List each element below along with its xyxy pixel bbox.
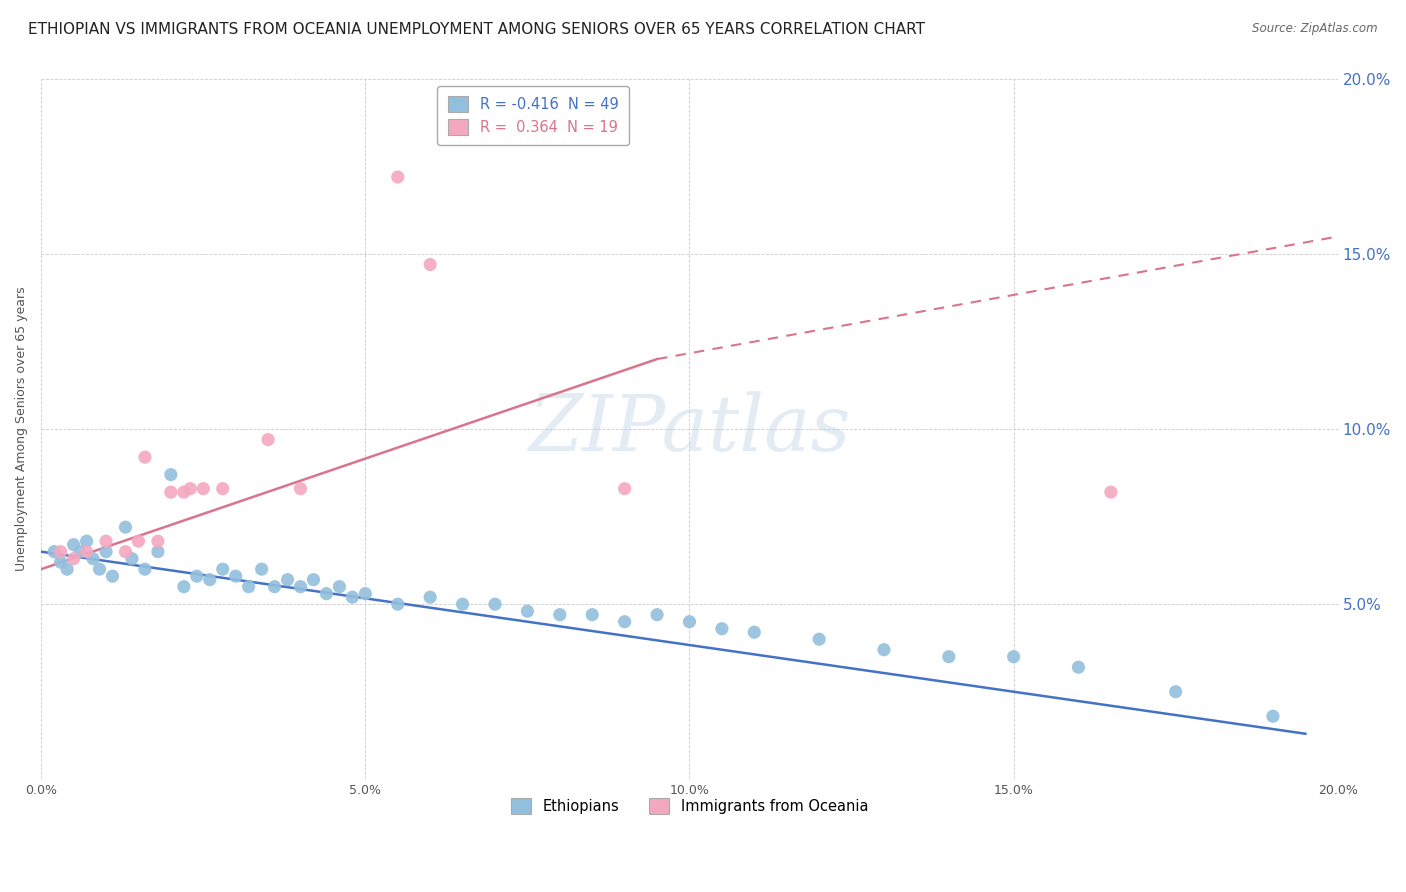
Point bbox=[146, 544, 169, 558]
Point bbox=[742, 625, 765, 640]
Point bbox=[548, 607, 571, 622]
Legend: Ethiopians, Immigrants from Oceania: Ethiopians, Immigrants from Oceania bbox=[501, 789, 879, 824]
Point bbox=[238, 580, 260, 594]
Point bbox=[160, 467, 183, 482]
Point bbox=[290, 482, 312, 496]
Point bbox=[302, 573, 325, 587]
Point bbox=[516, 604, 538, 618]
Point bbox=[387, 597, 409, 611]
Point bbox=[114, 520, 136, 534]
Point bbox=[613, 615, 636, 629]
Point bbox=[451, 597, 474, 611]
Point bbox=[419, 590, 441, 604]
Point bbox=[193, 482, 215, 496]
Point bbox=[225, 569, 247, 583]
Point bbox=[173, 485, 195, 500]
Point bbox=[89, 562, 111, 576]
Point bbox=[94, 544, 117, 558]
Point bbox=[173, 580, 195, 594]
Point bbox=[387, 169, 409, 184]
Point bbox=[1067, 660, 1090, 674]
Point bbox=[645, 607, 668, 622]
Point bbox=[76, 544, 98, 558]
Point bbox=[938, 649, 960, 664]
Point bbox=[56, 562, 79, 576]
Point bbox=[342, 590, 364, 604]
Point bbox=[49, 555, 72, 569]
Point bbox=[44, 544, 66, 558]
Point bbox=[211, 562, 233, 576]
Point bbox=[101, 569, 124, 583]
Point bbox=[127, 534, 149, 549]
Point bbox=[1261, 709, 1284, 723]
Point bbox=[160, 485, 183, 500]
Point bbox=[257, 433, 280, 447]
Point bbox=[1002, 649, 1025, 664]
Point bbox=[49, 544, 72, 558]
Point bbox=[121, 551, 143, 566]
Point bbox=[581, 607, 603, 622]
Text: ETHIOPIAN VS IMMIGRANTS FROM OCEANIA UNEMPLOYMENT AMONG SENIORS OVER 65 YEARS CO: ETHIOPIAN VS IMMIGRANTS FROM OCEANIA UNE… bbox=[28, 22, 925, 37]
Point bbox=[710, 622, 733, 636]
Point bbox=[94, 534, 117, 549]
Point bbox=[69, 544, 91, 558]
Point bbox=[198, 573, 221, 587]
Text: Source: ZipAtlas.com: Source: ZipAtlas.com bbox=[1253, 22, 1378, 36]
Point bbox=[62, 551, 84, 566]
Point bbox=[179, 482, 201, 496]
Point bbox=[62, 538, 84, 552]
Point bbox=[146, 534, 169, 549]
Point bbox=[808, 632, 831, 647]
Point bbox=[484, 597, 506, 611]
Point bbox=[134, 450, 156, 464]
Point bbox=[354, 587, 377, 601]
Point bbox=[290, 580, 312, 594]
Point bbox=[419, 258, 441, 272]
Point bbox=[1099, 485, 1122, 500]
Point bbox=[134, 562, 156, 576]
Point bbox=[186, 569, 208, 583]
Point bbox=[613, 482, 636, 496]
Point bbox=[263, 580, 285, 594]
Y-axis label: Unemployment Among Seniors over 65 years: Unemployment Among Seniors over 65 years bbox=[15, 287, 28, 572]
Point bbox=[873, 642, 896, 657]
Point bbox=[114, 544, 136, 558]
Point bbox=[250, 562, 273, 576]
Point bbox=[1164, 684, 1187, 698]
Point bbox=[315, 587, 337, 601]
Point bbox=[277, 573, 299, 587]
Point bbox=[82, 551, 104, 566]
Point bbox=[76, 534, 98, 549]
Point bbox=[211, 482, 233, 496]
Point bbox=[678, 615, 700, 629]
Text: ZIPatlas: ZIPatlas bbox=[529, 391, 851, 467]
Point bbox=[328, 580, 350, 594]
